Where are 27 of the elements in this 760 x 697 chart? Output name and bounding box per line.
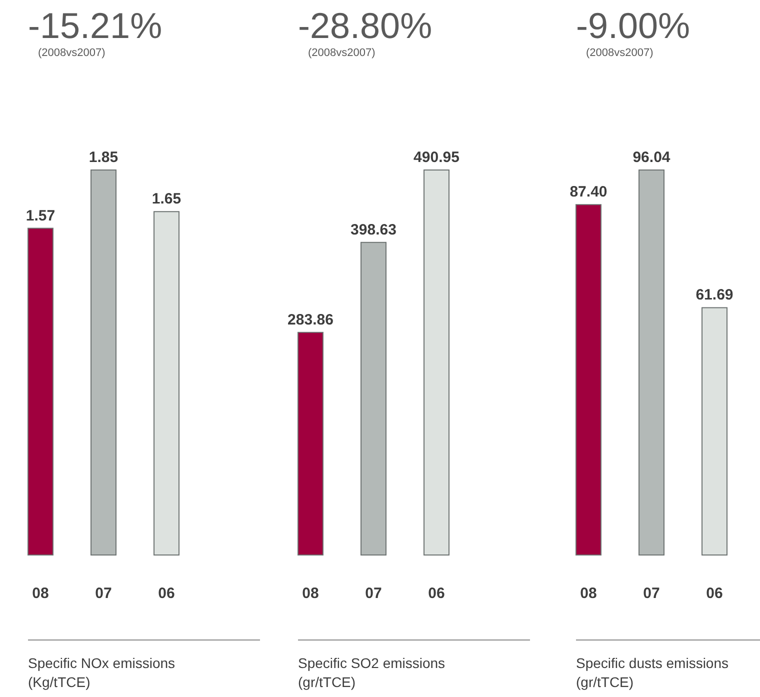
- x-tick-label: 07: [643, 585, 660, 602]
- data-label: 61.69: [696, 286, 734, 304]
- x-tick-label: 08: [32, 585, 49, 602]
- data-label: 1.57: [26, 207, 56, 224]
- data-label: 87.40: [570, 184, 608, 201]
- chart-title: -9.00%: [576, 5, 690, 46]
- x-tick-label: 07: [95, 585, 112, 602]
- data-label: 283.86: [288, 311, 334, 328]
- x-axis-title: Specific SO2 emissions (gr/tTCE): [298, 655, 446, 690]
- chart-title: -28.80%: [298, 5, 432, 46]
- x-axis-title: Specific dusts emissions (gr/tTCE): [576, 655, 729, 690]
- x-tick-label: 06: [428, 585, 445, 602]
- x-tick-label: 08: [580, 585, 597, 602]
- x-axis-title: Specific NOx emissions (Kg/tTCE): [28, 655, 176, 690]
- data-label: 96.04: [632, 149, 671, 166]
- data-label: 1.85: [88, 149, 118, 166]
- x-tick-label: 06: [706, 585, 723, 602]
- x-tick-label: 06: [158, 585, 175, 602]
- x-tick-label: 08: [302, 585, 319, 602]
- chart-subtitle: (2008vs2007): [38, 47, 106, 59]
- data-label: 1.65: [152, 190, 182, 208]
- chart-title: -15.21%: [28, 5, 162, 46]
- data-label: 398.63: [350, 221, 396, 238]
- chart-subtitle: (2008vs2007): [586, 47, 654, 59]
- x-tick-label: 07: [365, 585, 382, 602]
- data-label: 490.95: [414, 149, 460, 166]
- chart-subtitle: (2008vs2007): [308, 47, 376, 59]
